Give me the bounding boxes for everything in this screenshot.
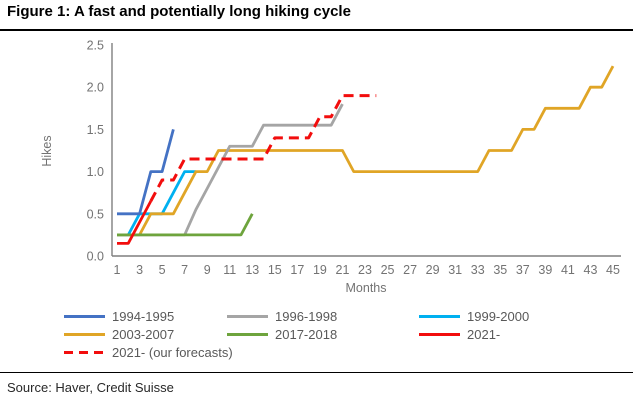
- x-tick-label: 23: [358, 263, 372, 277]
- legend-item-2003-2007: 2003-2007: [64, 326, 174, 342]
- series-line-1999-2000: [117, 170, 196, 237]
- legend-label: 2021-: [467, 326, 501, 342]
- legend-label: 2021- (our forecasts): [112, 344, 233, 360]
- x-tick-label: 37: [516, 263, 530, 277]
- series-lines: [117, 65, 615, 245]
- legend-swatch-2017-2018: [227, 332, 268, 336]
- legend-swatch-2003-2007: [64, 332, 105, 336]
- x-tick-label: 11: [223, 263, 236, 277]
- y-tick-labels: 0.0 0.5 1.0 1.5 2.0 2.5: [87, 39, 104, 264]
- legend-swatch-1994-1995: [64, 314, 105, 318]
- x-tick-label: 45: [606, 263, 620, 277]
- series-line-1994-1995: [117, 129, 175, 216]
- legend-swatch-1996-1998: [227, 314, 268, 318]
- legend-label: 1994-1995: [112, 308, 175, 324]
- legend-item-1996-1998: 1996-1998: [227, 308, 337, 324]
- x-tick-label: 7: [181, 263, 188, 277]
- y-tick-label: 1.0: [87, 165, 104, 179]
- x-tick-label: 25: [381, 263, 395, 277]
- x-tick-label: 35: [493, 263, 507, 277]
- legend-swatch-2021-forecasts: [64, 350, 105, 354]
- y-tick-label: 0.0: [87, 250, 104, 264]
- x-tick-label: 3: [136, 263, 143, 277]
- x-tick-label: 1: [114, 263, 121, 277]
- legend-label: 1999-2000: [467, 308, 530, 324]
- x-tick-label: 21: [336, 263, 350, 277]
- series-line-2017-2018: [117, 213, 254, 237]
- x-tick-label: 17: [290, 263, 304, 277]
- source-divider: [0, 372, 633, 373]
- x-tick-label: 15: [268, 263, 282, 277]
- series-line-2003-2007: [117, 65, 615, 237]
- x-tick-label: 43: [584, 263, 598, 277]
- y-tick-label: 2.0: [87, 81, 104, 95]
- chart-canvas: 0.00.51.01.52.02.5 1 3 5 7 9 11 13 15 17 19 21 23 25…: [40, 39, 621, 295]
- series-line-2021-: [117, 200, 153, 245]
- y-tick-label: 1.5: [87, 123, 104, 137]
- legend-label: 2003-2007: [112, 326, 175, 342]
- x-tick-label: 39: [538, 263, 552, 277]
- title-divider: [0, 29, 633, 31]
- x-tick-label: 31: [448, 263, 462, 277]
- legend-item-1999-2000: 1999-2000: [419, 308, 529, 324]
- y-tick-label: 0.5: [87, 207, 104, 221]
- x-axis-title: Months: [346, 281, 387, 295]
- x-tick-label: 5: [159, 263, 166, 277]
- legend-label: 2017-2018: [275, 326, 338, 342]
- legend-item-1994-1995: 1994-1995: [64, 308, 174, 324]
- hiking-cycle-chart: 0.0 0.5 1.0 1.5 2.0 2.5 1 3 5 7 9 11 13 15 17 19 21 23 25…: [0, 35, 633, 300]
- x-tick-label: 41: [561, 263, 575, 277]
- y-axis-title: Hikes: [40, 135, 54, 166]
- legend-item-2021-forecasts: 2021- (our forecasts): [64, 344, 233, 360]
- legend-swatch-1999-2000: [419, 314, 460, 318]
- x-tick-label: 13: [245, 263, 259, 277]
- x-tick-label: 33: [471, 263, 485, 277]
- legend-label: 1996-1998: [275, 308, 338, 324]
- series-line-2021-our-forecasts-: [149, 94, 377, 202]
- x-tick-label: 19: [313, 263, 327, 277]
- y-tick-label: 2.5: [87, 39, 104, 53]
- source-note: Source: Haver, Credit Suisse: [7, 380, 174, 395]
- x-tick-label: 29: [426, 263, 440, 277]
- figure-title: Figure 1: A fast and potentially long hi…: [7, 3, 351, 20]
- x-tick-label: 27: [403, 263, 417, 277]
- legend-item-2021: 2021-: [419, 326, 500, 342]
- x-tick-labels: 1 3 5 7 9 11 13 15 17 19 21 23 25 27 29 31 33 35 37 39 41 43 4…: [114, 263, 620, 277]
- x-tick-label: 9: [204, 263, 211, 277]
- legend-item-2017-2018: 2017-2018: [227, 326, 337, 342]
- legend-swatch-2021: [419, 332, 460, 336]
